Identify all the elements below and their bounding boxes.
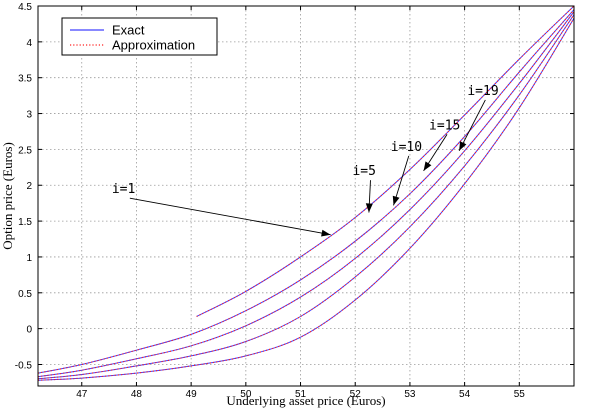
y-tick-label: 3.5	[18, 74, 32, 85]
plot-frame	[37, 5, 575, 387]
y-tick-label: 3	[26, 110, 32, 121]
legend-box	[61, 17, 218, 56]
x-tick-label: 49	[186, 389, 198, 400]
y-tick-label: 4.5	[18, 2, 32, 13]
x-tick-label: 50	[240, 389, 252, 400]
arrowhead-icon	[423, 161, 432, 171]
arrowhead-icon	[392, 195, 400, 206]
y-tick-label: 0.5	[18, 289, 32, 300]
y-tick-label: 1	[26, 253, 32, 264]
approximation-series-line-2	[37, 9, 575, 374]
y-tick-label: 2.5	[18, 145, 32, 156]
arrowhead-icon	[365, 203, 373, 213]
y-tick-label: 1.5	[18, 217, 32, 228]
approximation-series-line-5	[37, 17, 575, 381]
exact-series-line-5	[37, 17, 575, 381]
arrowhead-icon	[459, 141, 467, 151]
annotation-label: i=5	[352, 164, 375, 179]
y-tick-label: 2	[26, 181, 32, 192]
y-tick-label: 0	[26, 325, 32, 336]
approximation-series-line-1	[196, 5, 575, 317]
x-tick-label: 48	[131, 389, 143, 400]
series-layer	[37, 5, 575, 381]
y-tick-label: -0.5	[15, 360, 33, 371]
x-tick-label: 51	[295, 389, 307, 400]
x-axis-label: Underlying asset price (Euros)	[226, 393, 385, 408]
annotation-label: i=15	[429, 118, 460, 133]
annotation-label: i=10	[391, 140, 422, 155]
annotation-label: i=19	[467, 84, 498, 99]
annotation-arrow	[458, 99, 486, 152]
exact-series-line-1	[196, 5, 575, 317]
x-tick-label: 53	[404, 389, 416, 400]
x-tick-label: 47	[76, 389, 88, 400]
annotation-label: i=1	[112, 182, 135, 197]
y-tick-label: 4	[26, 38, 32, 49]
arrowhead-icon	[321, 229, 331, 237]
x-tick-label: 55	[514, 389, 526, 400]
y-axis-label: Option price (Euros)	[0, 142, 15, 250]
x-tick-label: 52	[350, 389, 362, 400]
annotation-arrow	[129, 197, 331, 236]
legend-entry-label: Approximation	[112, 38, 195, 53]
x-tick-label: 54	[459, 389, 471, 400]
axis-ticks: 47 48 49 50 51 52 53 54 55 -0.5 0 0.5 1 1.5 2 2.5 3 3.5 4 4…	[15, 2, 574, 400]
exact-series-line-4	[37, 14, 575, 380]
legend-entry-label: Exact	[112, 23, 145, 38]
annotations: i=1 i=5 i=10 i=15 i=19	[112, 84, 499, 237]
approximation-series-line-3	[37, 11, 575, 378]
